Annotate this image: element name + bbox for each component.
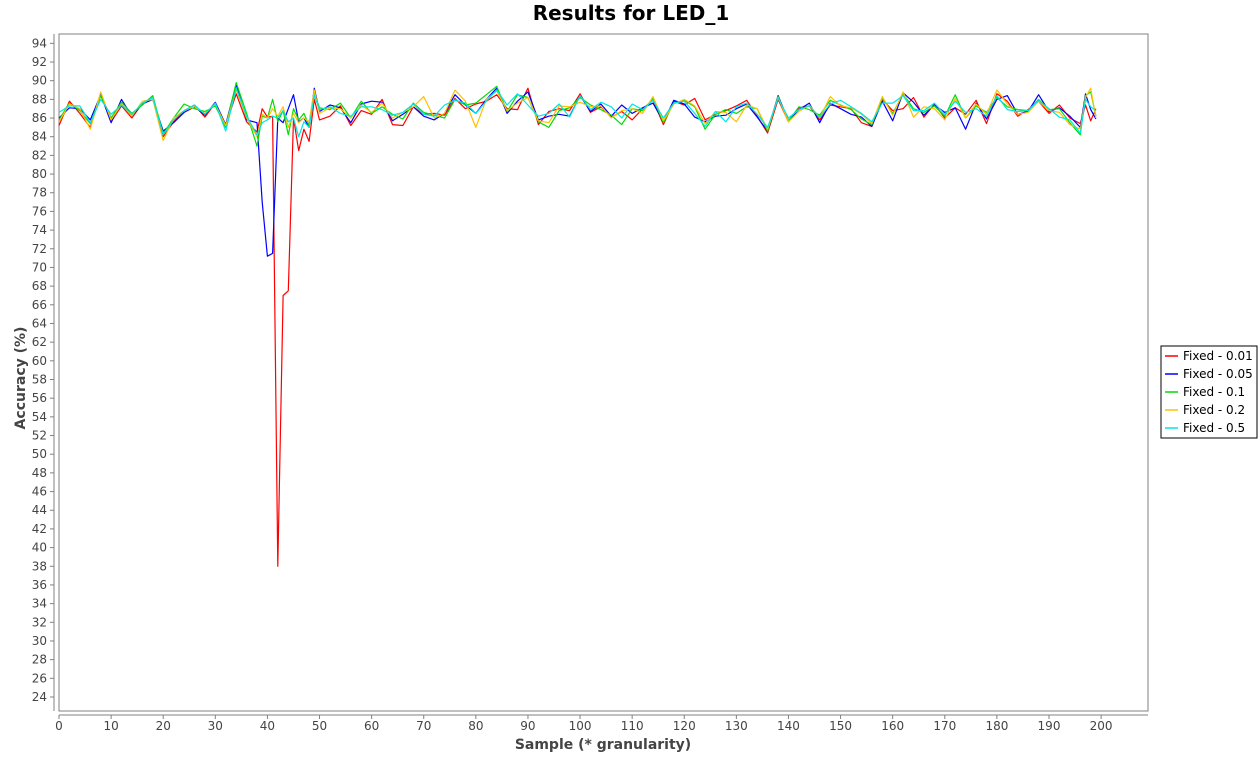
y-tick-label: 26: [32, 671, 47, 685]
legend-entry: Fixed - 0.01: [1183, 349, 1253, 363]
x-tick-label: 180: [985, 719, 1008, 733]
x-tick-label: 110: [621, 719, 644, 733]
y-tick-label: 38: [32, 559, 47, 573]
y-tick-label: 90: [32, 74, 47, 88]
x-axis: 0 10 20 30 40 50 60 70 80 90 100 110 120 130 140 150 160…: [55, 714, 1148, 733]
series-line-5: [58, 87, 1097, 138]
y-axis-label: Accuracy (%): [13, 327, 29, 430]
y-tick-label: 86: [32, 111, 47, 125]
y-tick-label: 64: [32, 316, 47, 330]
y-tick-label: 48: [32, 466, 47, 480]
y-tick-label: 92: [32, 55, 47, 69]
series-line-3: [58, 81, 1097, 147]
y-tick-label: 66: [32, 298, 47, 312]
y-tick-label: 68: [32, 279, 47, 293]
x-tick-label: 160: [881, 719, 904, 733]
x-tick-label: 10: [103, 719, 118, 733]
y-tick-label: 82: [32, 148, 47, 162]
y-tick-label: 58: [32, 373, 47, 387]
x-tick-label: 30: [208, 719, 223, 733]
y-tick-label: 50: [32, 447, 47, 461]
y-tick-label: 44: [32, 503, 47, 517]
y-tick-label: 40: [32, 541, 47, 555]
y-tick-label: 62: [32, 335, 47, 349]
legend-entry: Fixed - 0.05: [1183, 367, 1253, 381]
y-tick-label: 70: [32, 260, 47, 274]
legend: Fixed - 0.01 Fixed - 0.05 Fixed - 0.1 Fixed…: [1160, 345, 1258, 439]
y-tick-label: 30: [32, 634, 47, 648]
chart-title: Results for LED_1: [533, 1, 730, 25]
y-tick-label: 80: [32, 167, 47, 181]
y-tick-label: 36: [32, 578, 47, 592]
y-tick-label: 72: [32, 242, 47, 256]
series-line-4: [58, 87, 1097, 142]
y-tick-label: 78: [32, 186, 47, 200]
x-tick-label: 50: [312, 719, 327, 733]
legend-entry: Fixed - 0.2: [1183, 403, 1245, 417]
y-tick-label: 56: [32, 391, 47, 405]
x-tick-label: 130: [725, 719, 748, 733]
x-tick-label: 20: [156, 719, 171, 733]
y-tick-label: 24: [32, 690, 47, 704]
y-tick-label: 84: [32, 130, 47, 144]
y-tick-label: 32: [32, 615, 47, 629]
x-tick-label: 190: [1038, 719, 1061, 733]
y-tick-label: 74: [32, 223, 47, 237]
x-tick-label: 40: [260, 719, 275, 733]
y-tick-label: 60: [32, 354, 47, 368]
x-tick-label: 120: [673, 719, 696, 733]
y-tick-label: 88: [32, 92, 47, 106]
x-tick-label: 200: [1090, 719, 1113, 733]
y-tick-label: 28: [32, 653, 47, 667]
y-tick-label: 76: [32, 204, 47, 218]
y-tick-label: 42: [32, 522, 47, 536]
y-tick-label: 94: [32, 36, 47, 50]
x-tick-label: 100: [569, 719, 592, 733]
x-tick-label: 0: [55, 719, 63, 733]
x-tick-label: 70: [416, 719, 431, 733]
legend-entry: Fixed - 0.5: [1183, 421, 1245, 435]
legend-entry: Fixed - 0.1: [1183, 385, 1245, 399]
x-tick-label: 140: [777, 719, 800, 733]
x-tick-label: 150: [829, 719, 852, 733]
plot-area: [58, 33, 1149, 712]
y-tick-label: 34: [32, 597, 47, 611]
series-lines: [58, 81, 1097, 567]
x-tick-label: 90: [520, 719, 535, 733]
x-axis-label: Sample (* granularity): [515, 737, 691, 753]
x-tick-label: 170: [933, 719, 956, 733]
x-tick-label: 80: [468, 719, 483, 733]
series-line-1: [58, 87, 1097, 567]
x-tick-label: 60: [364, 719, 379, 733]
y-axis: 24 26 28 30 32 34 36 38 40 42 44 46 48 50 52 54 56 58 60 62…: [32, 34, 55, 711]
y-tick-label: 52: [32, 429, 47, 443]
y-tick-label: 54: [32, 410, 47, 424]
y-tick-label: 46: [32, 485, 47, 499]
